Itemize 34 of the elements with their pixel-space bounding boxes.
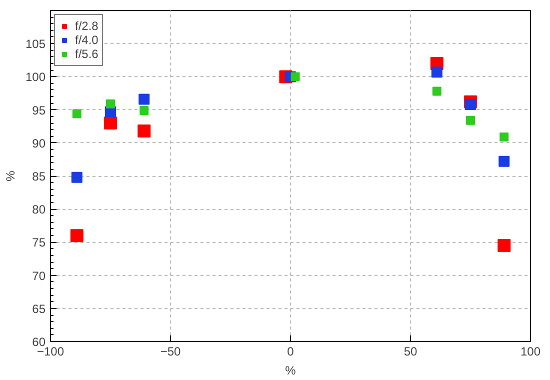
point	[500, 132, 509, 142]
point	[432, 86, 442, 96]
point	[290, 72, 300, 82]
x-tick-label: 50	[404, 344, 418, 358]
y-tick-label: 65	[32, 302, 46, 316]
point	[104, 116, 117, 130]
point	[465, 99, 476, 110]
point	[431, 66, 442, 78]
y-tick-label: 100	[25, 70, 46, 84]
x-axis-title: %	[285, 364, 296, 378]
point	[138, 94, 150, 105]
x-tick-label: 0	[287, 344, 294, 358]
point	[498, 156, 510, 167]
legend-label: f/2.8	[75, 19, 98, 33]
point	[498, 239, 511, 252]
y-tick-label: 95	[32, 103, 46, 118]
y-tick-label: 90	[32, 136, 46, 150]
point	[140, 106, 149, 115]
legend-label: f/4.0	[75, 33, 98, 47]
point	[466, 116, 475, 125]
x-tick-label: 100	[520, 344, 541, 358]
point	[70, 229, 84, 242]
x-tick-label: −50	[160, 344, 182, 358]
y-tick-label: 70	[32, 268, 46, 283]
y-tick-label: 105	[25, 37, 46, 52]
y-tick-label: 85	[32, 170, 46, 184]
y-tick-label: 75	[32, 236, 46, 250]
point	[106, 99, 115, 108]
y-tick-label: 80	[32, 202, 46, 217]
point	[138, 124, 151, 138]
y-axis-title: %	[3, 170, 18, 182]
point	[72, 109, 82, 118]
legend-label: f/5.6	[75, 47, 98, 61]
point	[71, 172, 82, 183]
